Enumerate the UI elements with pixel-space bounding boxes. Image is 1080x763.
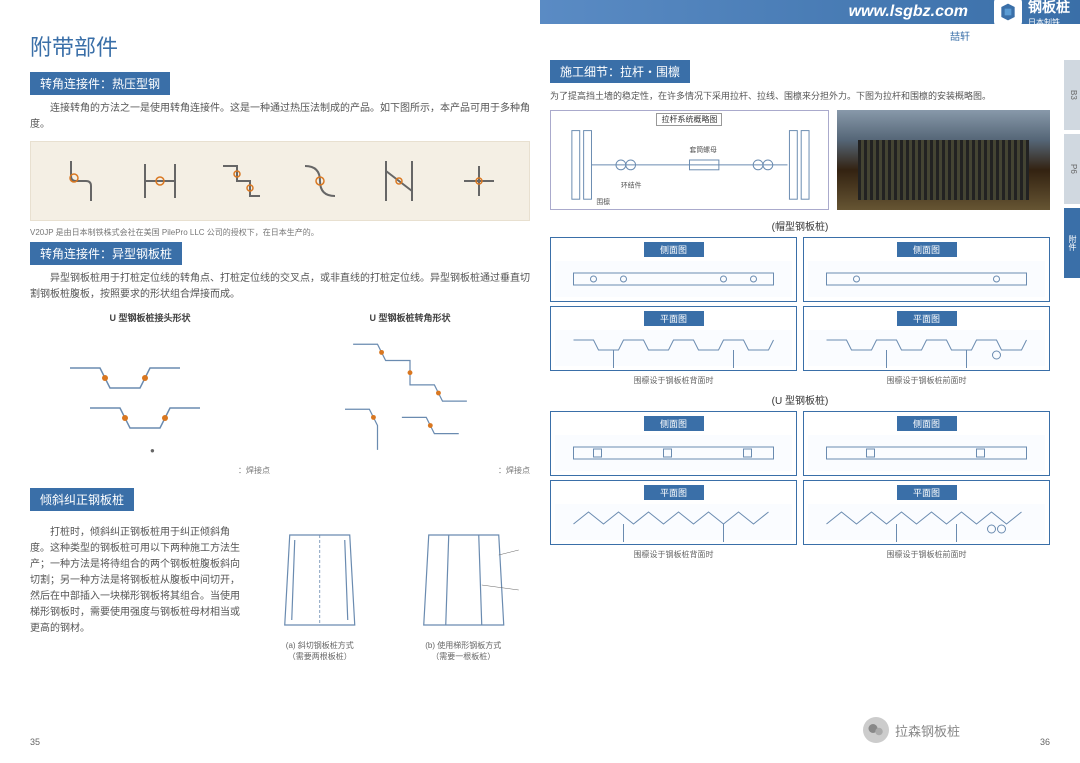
u-side-row: 侧面图 侧面图: [550, 411, 1050, 476]
hat-plan-row: 平面图 平面图: [550, 306, 1050, 371]
main-title: 附带部件: [30, 30, 530, 62]
top-header: www.lsgbz.com 钢板桩 日本制铁: [540, 0, 1080, 24]
sec1-footnote: V20JP 是由日本制铁株式会社在美国 PilePro LLC 公司的授权下，在…: [30, 227, 530, 238]
header-title-block: 钢板桩 日本制铁: [1028, 0, 1070, 28]
header-subtitle: 日本制铁: [1028, 17, 1070, 28]
tilt-cap-b: (b) 使用梯形钢板方式 （需要一根板桩）: [397, 640, 530, 662]
weld-note-2: ：焊接点: [290, 465, 530, 476]
label-ring: 环结件: [621, 180, 642, 189]
page-num-right: 36: [1040, 737, 1050, 747]
right-intro: 为了提高挡土墙的稳定性，在许多情况下采用拉杆、拉线、围檩来分担外力。下图为拉杆和…: [550, 89, 1050, 102]
side-tab-3[interactable]: 附件: [1064, 208, 1080, 278]
sec3-text: 打桩时，倾斜纠正钢板桩用于纠正倾斜角度。这种类型的钢板桩可用以下两种施工方法生产…: [30, 525, 243, 662]
construction-photo: [837, 110, 1050, 210]
logo-icon: [994, 0, 1022, 26]
sec1-header: 转角连接件：热压型钢: [30, 72, 170, 95]
panel-label-plan: 平面图: [644, 311, 704, 326]
svg-text:●: ●: [150, 446, 155, 455]
side-tabs: B3 P6 附件: [1064, 60, 1080, 278]
page-num-left: 35: [30, 737, 40, 747]
sec3-header: 倾斜纠正钢板桩: [30, 488, 134, 511]
sec2-header: 转角连接件：异型钢板桩: [30, 242, 182, 265]
caption-c4: 围檩设于钢板桩前面时: [803, 549, 1050, 560]
tilt-cap-a: (a) 斜切钢板桩方式 （需要两根板桩）: [253, 640, 386, 662]
hat-captions: 围檩设于钢板桩背面时 围檩设于钢板桩前面时: [550, 375, 1050, 386]
group2-title: (U 型钢板桩): [550, 392, 1050, 407]
sec2-text: 异型钢板桩用于打桩定位线的转角点、打桩定位线的交叉点，或非直线的打桩定位线。异型…: [30, 271, 530, 303]
caption-c2: 围檩设于钢板桩前面时: [803, 375, 1050, 386]
caption-c1: 围檩设于钢板桩背面时: [550, 375, 797, 386]
tie-rod-schematic: 拉杆系统概略图 围檩 环结件 套筒螺母: [550, 110, 829, 210]
header-title: 钢板桩: [1028, 0, 1070, 15]
wechat-icon: [863, 717, 889, 743]
header-url: www.lsgbz.com: [849, 3, 968, 21]
sec2-col2-label: U 型钢板桩转角形状: [290, 311, 530, 324]
panel-label-side: 侧面图: [644, 242, 704, 257]
right-header: 施工细节：拉杆・围檩: [550, 60, 690, 83]
side-tab-2[interactable]: P6: [1064, 134, 1080, 204]
right-page: 施工细节：拉杆・围檩 为了提高挡土墙的稳定性，在许多情况下采用拉杆、拉线、围檩来…: [550, 60, 1050, 566]
wechat-text: 拉森钢板桩: [895, 721, 960, 740]
brand-label: 喆轩: [950, 28, 970, 43]
group1-title: (帽型钢板桩): [550, 218, 1050, 233]
caption-c3: 围檩设于钢板桩背面时: [550, 549, 797, 560]
right-top-row: 拉杆系统概略图 围檩 环结件 套筒螺母: [550, 110, 1050, 210]
u-captions: 围檩设于钢板桩背面时 围檩设于钢板桩前面时: [550, 549, 1050, 560]
hotpress-diagram: [30, 141, 530, 221]
sec2-col1-label: U 型钢板桩接头形状: [30, 311, 270, 324]
schematic-title: 拉杆系统概略图: [656, 113, 722, 126]
sec2-diagrams: U 型钢板桩接头形状 ● ：焊接点 U 型钢板桩转角形状 ：焊接点: [30, 311, 530, 480]
hat-side-row: 侧面图 侧面图: [550, 237, 1050, 302]
wechat-watermark: 拉森钢板桩: [863, 717, 960, 743]
side-tab-1[interactable]: B3: [1064, 60, 1080, 130]
label-turnbuckle: 套筒螺母: [689, 145, 717, 154]
label-waling: 围檩: [596, 197, 610, 206]
sec1-text: 连接转角的方法之一是使用转角连接件。这是一种通过热压法制成的产品。如下图所示，本…: [30, 101, 530, 133]
left-page: 附带部件 转角连接件：热压型钢 连接转角的方法之一是使用转角连接件。这是一种通过…: [30, 30, 530, 662]
sec3-row: 打桩时，倾斜纠正钢板桩用于纠正倾斜角度。这种类型的钢板桩可用以下两种施工方法生产…: [30, 525, 530, 662]
weld-note-1: ：焊接点: [30, 465, 270, 476]
u-plan-row: 平面图 平面图: [550, 480, 1050, 545]
